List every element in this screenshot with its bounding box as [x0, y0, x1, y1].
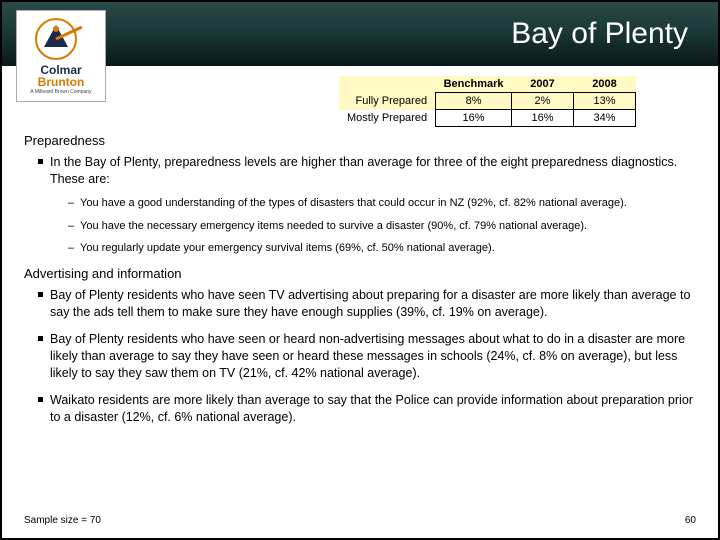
benchmark-table: Benchmark 2007 2008 Fully Prepared 8% 2%… [339, 76, 636, 127]
sub-item: You have the necessary emergency items n… [68, 219, 696, 234]
footer-page-number: 60 [685, 515, 696, 526]
list-item: Waikato residents are more likely than a… [38, 392, 696, 426]
page-title: Bay of Plenty [511, 17, 688, 51]
list-item: In the Bay of Plenty, preparedness level… [38, 154, 696, 256]
footer-sample-size: Sample size = 70 [24, 515, 101, 526]
col-benchmark: Benchmark [436, 76, 512, 93]
logo-text-line2: Brunton [38, 75, 85, 89]
cell: 16% [436, 110, 512, 127]
cell: 34% [574, 110, 636, 127]
advertising-list: Bay of Plenty residents who have seen TV… [24, 287, 696, 425]
preparedness-list: In the Bay of Plenty, preparedness level… [24, 154, 696, 256]
logo-icon [34, 17, 88, 61]
section-advertising-label: Advertising and information [24, 266, 696, 281]
section-preparedness-label: Preparedness [24, 133, 696, 148]
list-item: Bay of Plenty residents who have seen or… [38, 331, 696, 382]
preparedness-sublist: You have a good understanding of the typ… [50, 196, 696, 257]
col-2007: 2007 [512, 76, 574, 93]
content-area: Benchmark 2007 2008 Fully Prepared 8% 2%… [2, 66, 718, 445]
cell: 8% [436, 93, 512, 110]
cell: 2% [512, 93, 574, 110]
row-label-mostly: Mostly Prepared [339, 110, 436, 127]
bullet-text: In the Bay of Plenty, preparedness level… [50, 155, 677, 186]
cell: 16% [512, 110, 574, 127]
sub-item: You regularly update your emergency surv… [68, 241, 696, 256]
logo-subtext: A Millward Brown Company [30, 89, 91, 95]
benchmark-table-area: Benchmark 2007 2008 Fully Prepared 8% 2%… [24, 76, 636, 127]
list-item: Bay of Plenty residents who have seen TV… [38, 287, 696, 321]
table-corner [339, 76, 436, 93]
col-2008: 2008 [574, 76, 636, 93]
sub-item: You have a good understanding of the typ… [68, 196, 696, 211]
header-bar: Colmar Brunton A Millward Brown Company … [2, 2, 718, 66]
cell: 13% [574, 93, 636, 110]
brand-logo: Colmar Brunton A Millward Brown Company [16, 10, 106, 102]
row-label-fully: Fully Prepared [339, 93, 436, 110]
